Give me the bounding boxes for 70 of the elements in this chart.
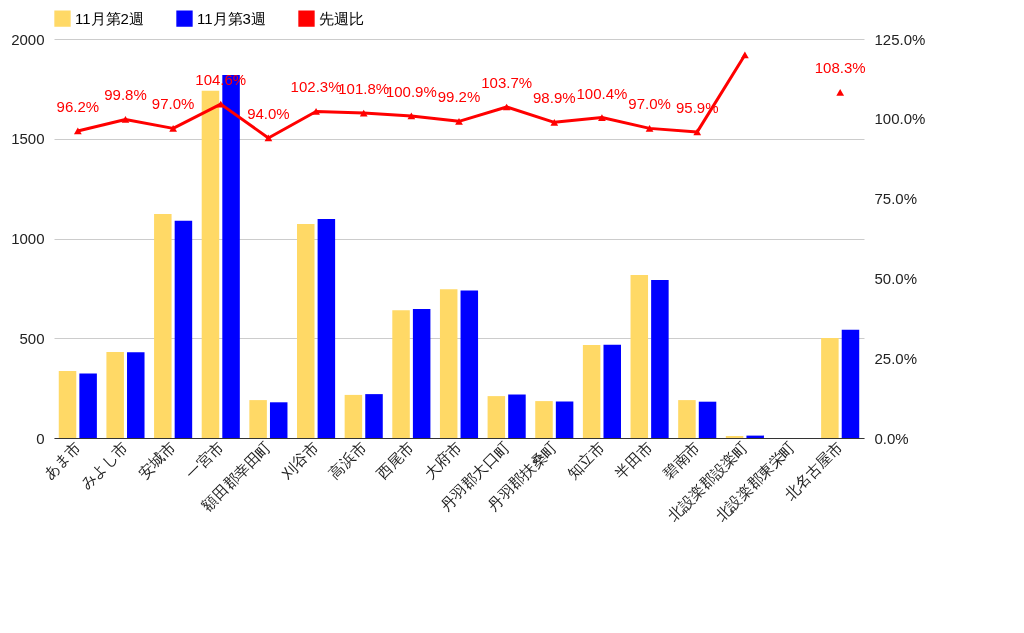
bar bbox=[154, 213, 172, 438]
bar bbox=[678, 400, 696, 438]
point bbox=[312, 108, 320, 115]
bar bbox=[603, 344, 621, 438]
y-tick-label: 1000 bbox=[11, 230, 45, 247]
x-tick-label: 安城市 bbox=[134, 438, 179, 482]
y-tick-label: 0 bbox=[36, 429, 45, 447]
y-tick-label: 1500 bbox=[11, 130, 45, 148]
bar bbox=[535, 401, 553, 438]
point bbox=[836, 88, 845, 96]
bar bbox=[392, 310, 410, 438]
data-label: 100.4% bbox=[576, 84, 628, 102]
x-tick-label: 西尾市 bbox=[373, 438, 418, 482]
bar bbox=[79, 373, 97, 438]
data-label: 96.2% bbox=[56, 97, 100, 115]
point bbox=[407, 112, 416, 120]
x-tick-label: 高浜市 bbox=[325, 438, 370, 482]
bar bbox=[508, 394, 526, 438]
data-label: 97.0% bbox=[151, 95, 195, 113]
point bbox=[455, 118, 463, 125]
bar bbox=[412, 309, 431, 438]
y2-tick-label: 0.0% bbox=[874, 429, 909, 447]
bar bbox=[127, 352, 145, 438]
x-tick-label: 刈谷市 bbox=[277, 438, 322, 483]
bar bbox=[365, 394, 383, 438]
point bbox=[645, 125, 654, 132]
data-label: 98.9% bbox=[533, 89, 576, 107]
data-label: 108.3% bbox=[814, 59, 866, 77]
point bbox=[741, 51, 749, 59]
point bbox=[121, 116, 130, 123]
y-tick-label: 500 bbox=[19, 329, 45, 347]
bar bbox=[698, 401, 717, 438]
data-label: 99.8% bbox=[104, 86, 147, 104]
bar bbox=[821, 338, 839, 438]
bar bbox=[249, 400, 267, 438]
y2-tick-label: 50.0% bbox=[874, 269, 918, 287]
x-tick-label: 半田市 bbox=[611, 438, 656, 482]
bar bbox=[487, 396, 506, 438]
bar bbox=[439, 289, 458, 438]
bar bbox=[174, 220, 193, 438]
bar bbox=[297, 223, 315, 438]
legend-label: 先週比 bbox=[319, 9, 364, 27]
bar bbox=[630, 275, 649, 438]
bar bbox=[582, 345, 601, 438]
point bbox=[169, 125, 177, 132]
data-label: 97.0% bbox=[628, 95, 671, 113]
y2-tick-label: 75.0% bbox=[874, 190, 918, 208]
bar bbox=[58, 370, 77, 438]
bar bbox=[651, 280, 669, 438]
y2-tick-label: 25.0% bbox=[874, 349, 918, 367]
bar bbox=[106, 352, 124, 438]
x-tick-label: 知立市 bbox=[563, 438, 608, 482]
legend-label: 11月第2週 bbox=[75, 9, 144, 27]
bar bbox=[269, 402, 288, 438]
bar bbox=[201, 90, 220, 438]
bar bbox=[555, 401, 574, 438]
bar bbox=[344, 394, 363, 438]
bar bbox=[460, 290, 479, 438]
point bbox=[598, 114, 606, 121]
bar bbox=[317, 218, 336, 438]
point bbox=[550, 118, 559, 126]
legend-label: 11月第3週 bbox=[197, 9, 266, 27]
y2-tick-label: 125.0% bbox=[874, 30, 926, 48]
y2-tick-label: 100.0% bbox=[874, 110, 926, 128]
bar bbox=[841, 329, 860, 438]
point bbox=[693, 128, 702, 136]
data-label: 99.2% bbox=[437, 88, 481, 106]
y-tick-label: 2000 bbox=[11, 30, 45, 48]
data-label: 103.7% bbox=[481, 73, 533, 91]
data-label: 94.0% bbox=[247, 104, 290, 122]
